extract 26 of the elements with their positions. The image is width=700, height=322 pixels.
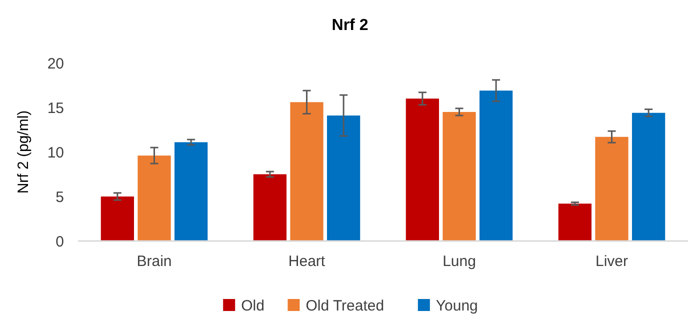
bar bbox=[595, 136, 628, 241]
bar bbox=[406, 98, 440, 241]
bar bbox=[290, 102, 324, 241]
bar bbox=[138, 156, 171, 241]
y-tick-label: 5 bbox=[56, 188, 64, 206]
bar bbox=[558, 204, 592, 241]
bar bbox=[442, 112, 476, 241]
bar bbox=[326, 116, 360, 241]
y-tick-label: 15 bbox=[47, 100, 64, 117]
bar bbox=[632, 112, 666, 241]
y-axis-title: Nrf 2 (pg/ml) bbox=[15, 110, 32, 194]
legend-label: Young bbox=[436, 297, 478, 314]
y-tick-label: 10 bbox=[47, 144, 64, 162]
legend-label: Old bbox=[241, 297, 264, 314]
y-tick-label: 0 bbox=[56, 233, 64, 250]
bar bbox=[174, 142, 208, 241]
bar bbox=[253, 174, 287, 241]
bar bbox=[100, 196, 134, 241]
x-tick-label: Heart bbox=[288, 253, 326, 270]
y-tick-label: 20 bbox=[47, 55, 64, 72]
bar bbox=[479, 90, 513, 241]
x-tick-label: Brain bbox=[136, 253, 172, 270]
chart-title: Nrf 2 bbox=[332, 17, 368, 34]
legend-label: Old Treated bbox=[306, 297, 384, 314]
x-tick-label: Liver bbox=[595, 253, 628, 270]
x-tick-label: Lung bbox=[442, 253, 476, 270]
